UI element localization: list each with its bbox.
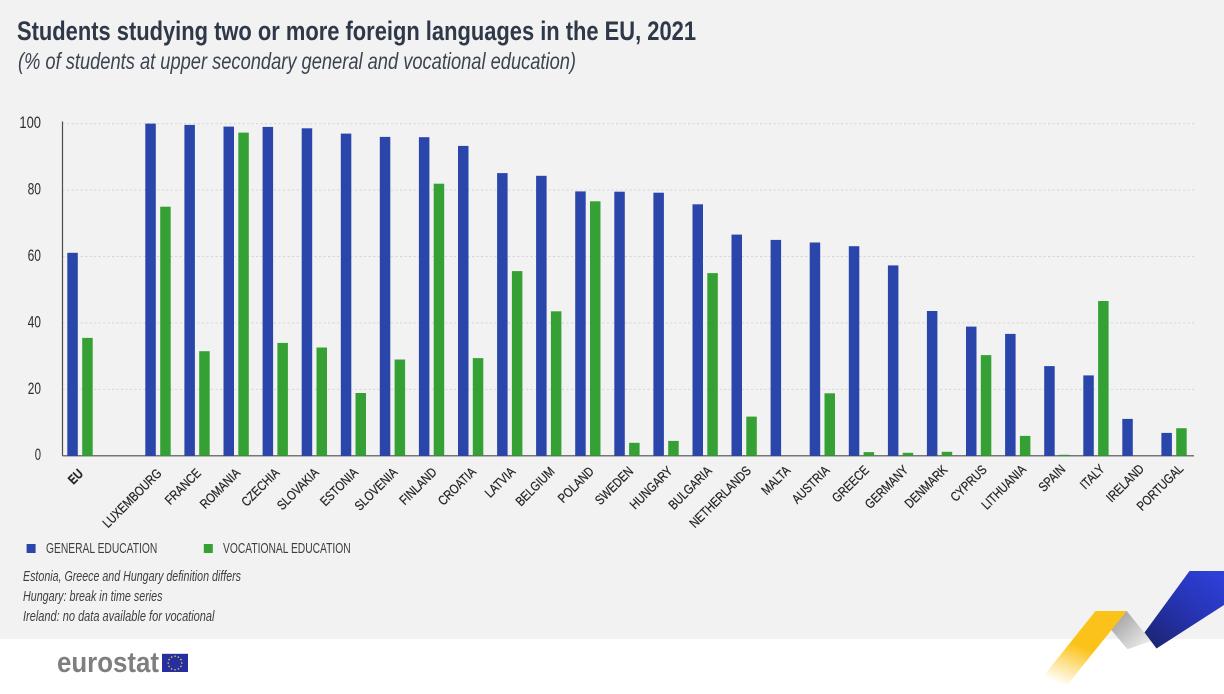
svg-text:(% of students at upper second: (% of students at upper secondary genera… xyxy=(18,48,576,74)
svg-text:VOCATIONAL EDUCATION: VOCATIONAL EDUCATION xyxy=(223,540,351,557)
svg-text:80: 80 xyxy=(28,179,41,198)
svg-text:Hungary: break in time series: Hungary: break in time series xyxy=(23,588,163,605)
svg-text:eurostat: eurostat xyxy=(57,647,159,679)
svg-text:40: 40 xyxy=(28,312,41,331)
svg-text:100: 100 xyxy=(19,113,41,132)
svg-text:0: 0 xyxy=(35,445,41,464)
svg-text:Ireland: no data available for: Ireland: no data available for vocationa… xyxy=(23,608,215,625)
svg-text:60: 60 xyxy=(28,246,41,265)
svg-text:20: 20 xyxy=(28,379,41,398)
svg-text:Estonia, Greece and Hungary de: Estonia, Greece and Hungary definition d… xyxy=(23,568,241,585)
svg-text:Students studying two or more: Students studying two or more foreign la… xyxy=(17,16,696,46)
svg-text:GENERAL EDUCATION: GENERAL EDUCATION xyxy=(46,540,157,557)
